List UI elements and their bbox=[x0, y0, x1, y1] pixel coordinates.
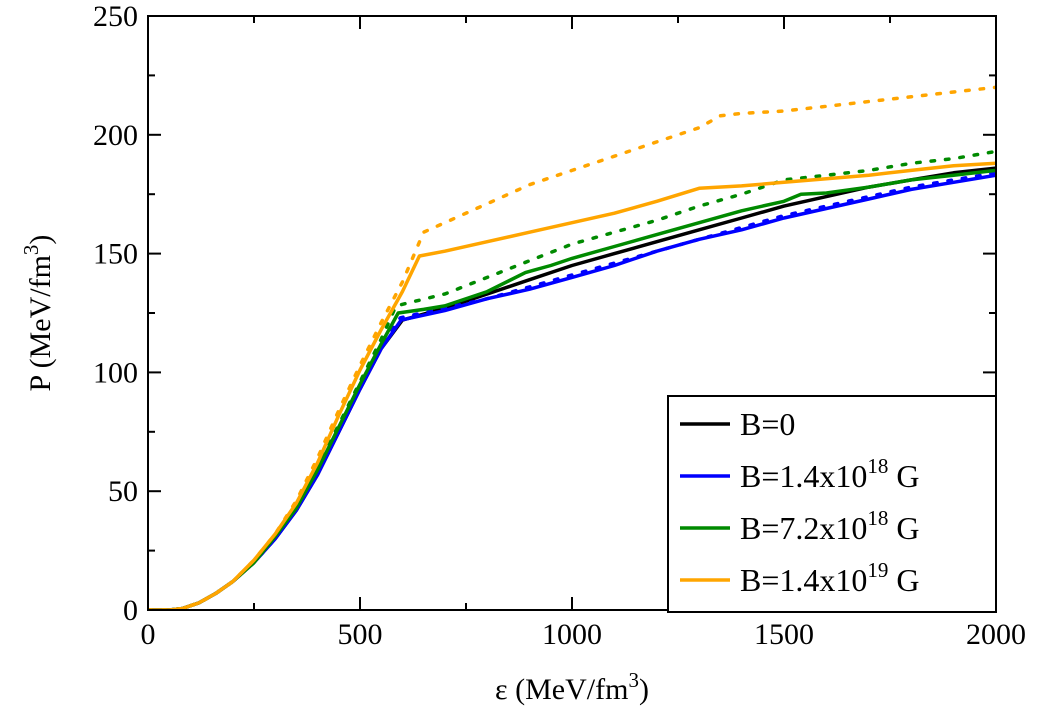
series-line-5 bbox=[148, 161, 996, 610]
legend-label-3: B=7.2x1018 G bbox=[740, 506, 920, 546]
series-line-2 bbox=[148, 171, 996, 610]
series-layer bbox=[148, 85, 996, 610]
y-axis-title: P (MeV/fm3) bbox=[19, 235, 57, 392]
x-axis-title-sup: 3 bbox=[628, 668, 639, 692]
legend-label-end-3: G bbox=[888, 510, 919, 546]
y-tick-label-250: 250 bbox=[93, 0, 138, 33]
legend-label-5: B=1.4x1019 G bbox=[740, 558, 920, 598]
legend-label-main-5: B=1.4x10 bbox=[740, 562, 867, 598]
legend-label-0: B=0 bbox=[740, 406, 795, 442]
x-axis-title: ε (MeV/fm3) bbox=[495, 668, 649, 706]
y-axis-title-main: P (MeV/fm bbox=[24, 255, 57, 391]
legend-label-sup-3: 18 bbox=[867, 506, 888, 530]
y-tick-label-150: 150 bbox=[93, 238, 138, 271]
y-tick-label-200: 200 bbox=[93, 119, 138, 152]
legend-label-sup-1: 18 bbox=[867, 454, 888, 478]
legend-label-main-3: B=7.2x10 bbox=[740, 510, 867, 546]
legend-label-1: B=1.4x1018 G bbox=[740, 454, 920, 494]
y-axis-title-end: ) bbox=[24, 235, 57, 245]
y-tick-label-50: 50 bbox=[108, 475, 138, 508]
x-tick-label-1000: 1000 bbox=[542, 618, 602, 651]
series-line-6 bbox=[148, 85, 996, 610]
legend-label-end-5: G bbox=[888, 562, 919, 598]
y-axis-title-sup: 3 bbox=[19, 245, 43, 256]
legend-label-sup-5: 19 bbox=[867, 558, 888, 582]
series-line-4 bbox=[148, 149, 996, 610]
y-tick-label-100: 100 bbox=[93, 356, 138, 389]
x-axis-title-main: ε (MeV/fm bbox=[495, 673, 628, 706]
x-axis-title-end: ) bbox=[639, 673, 649, 706]
x-tick-label-0: 0 bbox=[141, 618, 156, 651]
x-tick-label-500: 500 bbox=[338, 618, 383, 651]
tick-labels-layer: 0 500 1000 1500 2000 0 50 100 150 200 250 bbox=[93, 0, 1026, 651]
legend-box bbox=[667, 395, 997, 613]
legend-label-main-0: B=0 bbox=[740, 406, 795, 442]
y-tick-label-0: 0 bbox=[123, 594, 138, 627]
legend-label-end-1: G bbox=[888, 458, 919, 494]
x-tick-label-1500: 1500 bbox=[754, 618, 814, 651]
legend-label-main-1: B=1.4x10 bbox=[740, 458, 867, 494]
legend: B=0B=1.4x1018 GB=7.2x1018 GB=1.4x1019 G bbox=[667, 395, 997, 613]
x-tick-label-2000: 2000 bbox=[966, 618, 1026, 651]
